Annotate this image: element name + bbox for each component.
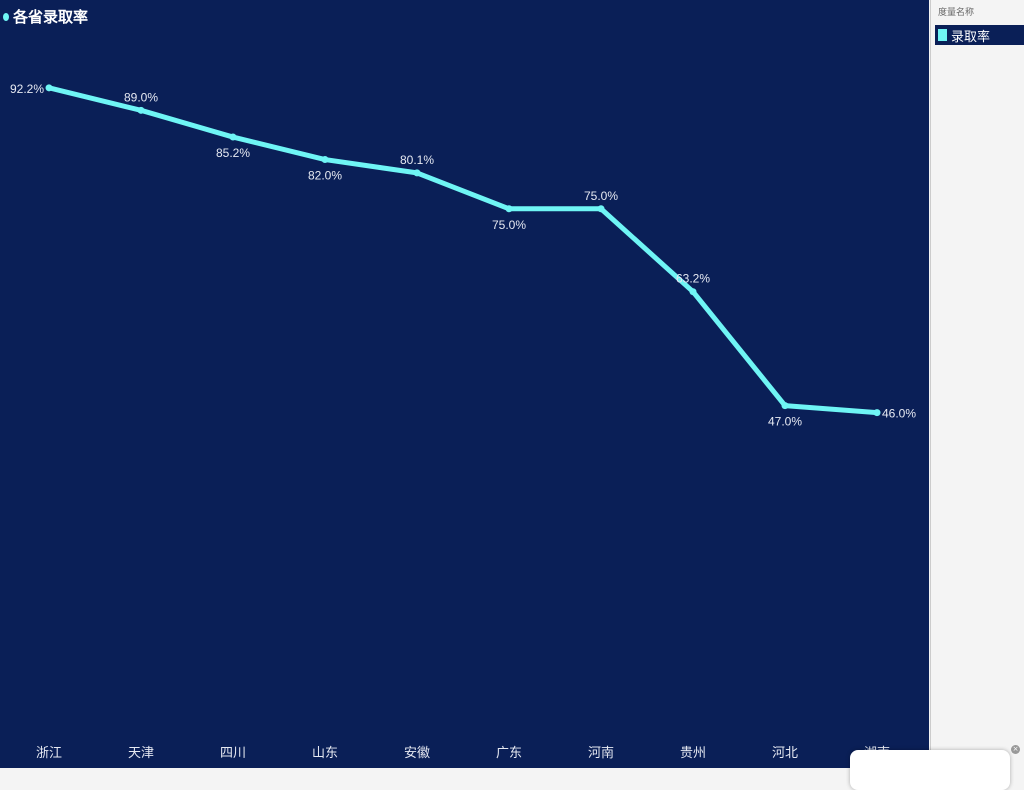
legend-header: 度量名称 (938, 8, 975, 18)
data-label: 92.2% (10, 82, 44, 96)
data-point[interactable] (781, 402, 789, 410)
x-tick-label: 四川 (220, 746, 246, 761)
data-point[interactable] (413, 169, 421, 177)
data-label: 89.0% (124, 90, 158, 104)
data-point[interactable] (229, 133, 237, 141)
x-tick-label: 天津 (128, 746, 154, 761)
chart-area: 各省录取率 92.2% 浙江 89.0% 天津 85.2% 四川 82.0% 山东 80.1% 安… (0, 0, 929, 768)
data-point[interactable] (873, 409, 881, 417)
x-tick-label: 河北 (772, 746, 798, 761)
x-tick-label: 山东 (312, 746, 338, 761)
data-point[interactable] (505, 205, 513, 213)
legend-item-label: 录取率 (951, 29, 991, 45)
popup-tooltip[interactable] (850, 750, 1010, 790)
line-plot: 92.2% 浙江 89.0% 天津 85.2% 四川 82.0% 山东 80.1% 安徽 75.0%… (10, 82, 916, 761)
x-tick-label: 河南 (588, 745, 614, 761)
data-label: 47.0% (768, 415, 802, 429)
x-tick-label: 贵州 (680, 746, 706, 761)
data-point[interactable] (137, 106, 145, 114)
chart-title: 各省录取率 (3, 6, 88, 27)
chart-title-text: 各省录取率 (13, 8, 89, 26)
data-label: 75.0% (492, 218, 526, 232)
data-label: 46.0% (882, 407, 916, 421)
data-point[interactable] (45, 84, 53, 92)
data-label: 75.0% (584, 189, 618, 203)
data-label: 82.0% (308, 169, 342, 183)
data-point[interactable] (689, 288, 697, 296)
data-label: 85.2% (216, 146, 250, 160)
legend-item-rate[interactable]: 录取率 (935, 25, 1024, 45)
close-icon[interactable]: × (1011, 745, 1020, 754)
data-point[interactable] (321, 156, 329, 164)
x-tick-label: 安徽 (404, 746, 430, 761)
x-tick-label: 广东 (496, 746, 522, 761)
legend-swatch (938, 29, 947, 41)
title-dot-icon (3, 12, 9, 21)
legend-panel: 度量名称 录取率 (930, 0, 1024, 768)
series-line (48, 85, 878, 416)
x-tick-label: 浙江 (36, 746, 62, 761)
data-label: 63.2% (676, 272, 710, 286)
data-point[interactable] (597, 205, 605, 213)
data-label: 80.1% (400, 153, 434, 167)
